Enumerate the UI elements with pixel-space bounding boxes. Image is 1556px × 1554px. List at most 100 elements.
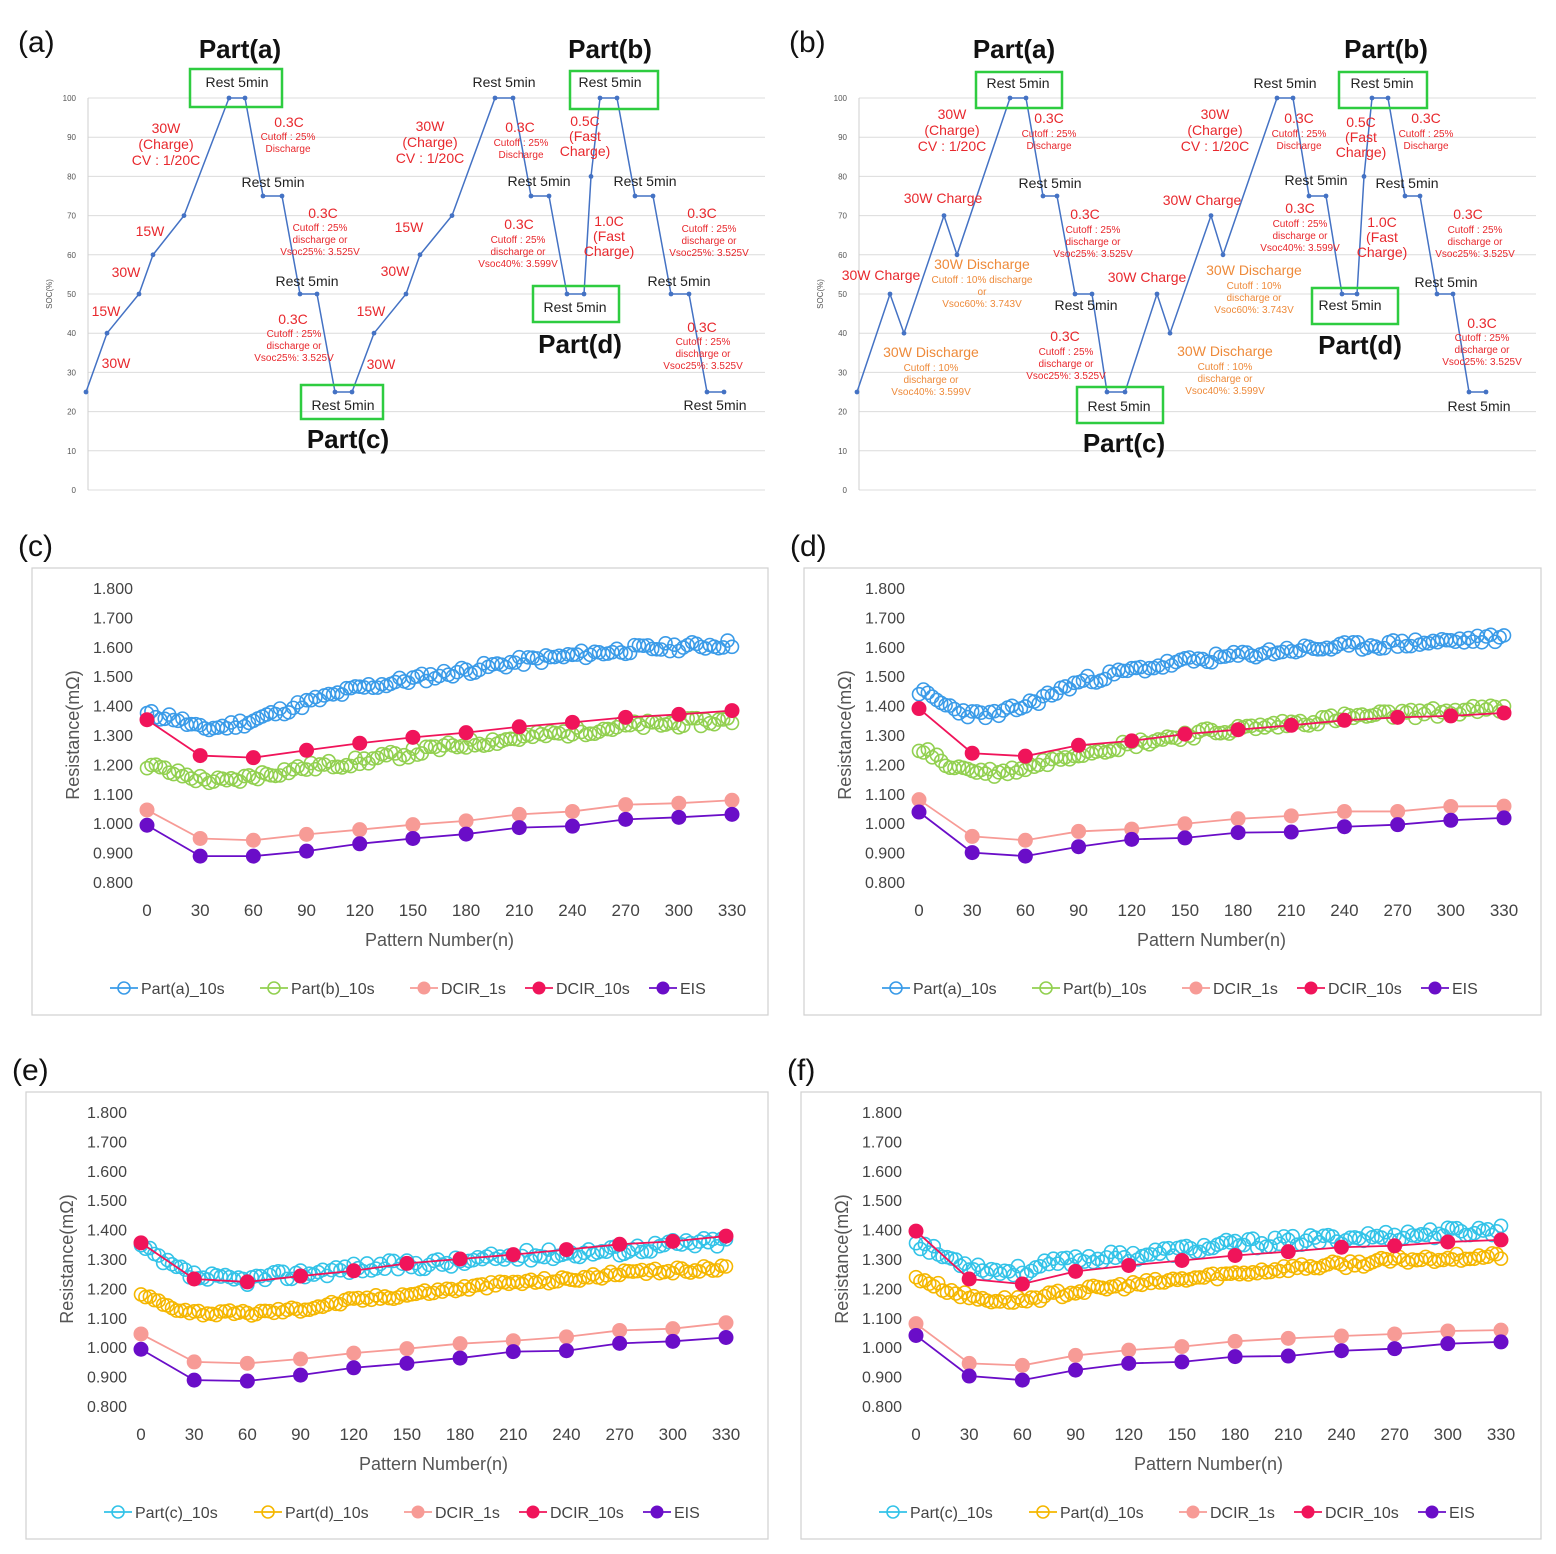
series-point xyxy=(964,828,980,844)
fast-charge-note: 0.5C xyxy=(1346,114,1376,130)
series-point xyxy=(1068,1347,1084,1363)
dense-point xyxy=(427,739,443,755)
dense-point xyxy=(191,1303,206,1319)
y-tick-label: 1.400 xyxy=(865,699,905,716)
chart-frame xyxy=(800,1091,1542,1540)
rest-label: Rest 5min xyxy=(275,273,338,289)
soc-point xyxy=(492,95,498,101)
rest-label: Rest 5min xyxy=(647,273,710,289)
series-point xyxy=(139,802,155,818)
series-line xyxy=(915,1322,1502,1367)
series-point xyxy=(1230,825,1246,841)
series-point xyxy=(612,1236,628,1252)
x-tick-label: 150 xyxy=(393,1425,421,1444)
series-point xyxy=(671,706,687,722)
dense-point xyxy=(964,704,980,719)
series-point xyxy=(1390,817,1406,833)
series-point xyxy=(964,845,980,861)
dense-point xyxy=(1422,1222,1438,1237)
rest-label: Rest 5min xyxy=(1253,75,1316,91)
series-point xyxy=(399,1255,415,1271)
series-point xyxy=(139,712,155,728)
dense-point xyxy=(368,1288,384,1303)
soc-point xyxy=(181,213,187,219)
soc-point xyxy=(1385,95,1391,101)
series-point xyxy=(1014,1372,1030,1388)
rate-label: 0.3C xyxy=(1034,110,1064,126)
discharge-label: 30W Discharge xyxy=(1206,262,1302,278)
discharge-label: 30W Discharge xyxy=(1177,343,1273,359)
cutoff-note: Vsoc25%: 3.525V xyxy=(1435,249,1515,260)
charge-note: 30W xyxy=(1201,106,1231,122)
series-point xyxy=(452,1336,468,1352)
series-point xyxy=(964,745,980,761)
dense-point xyxy=(370,680,385,695)
series-point xyxy=(299,843,315,859)
series-point xyxy=(1121,1355,1137,1371)
dense-point xyxy=(1187,1270,1203,1285)
soc-point xyxy=(686,291,692,297)
dense-point xyxy=(644,641,660,657)
dense-point xyxy=(1447,634,1463,650)
x-tick-label: 330 xyxy=(718,901,746,920)
series-point xyxy=(346,1263,362,1279)
rate-label: 0.3C xyxy=(505,119,535,135)
soc-point xyxy=(1023,95,1029,101)
legend-label: DCIR_10s xyxy=(550,1505,624,1522)
series-point xyxy=(1443,812,1459,828)
dense-point xyxy=(277,762,292,777)
series-point xyxy=(1440,1323,1456,1339)
series-line xyxy=(146,709,733,759)
x-tick-label: 300 xyxy=(665,901,693,920)
dense-point xyxy=(381,1290,397,1306)
y-tick-label: 80 xyxy=(67,172,76,181)
series-point xyxy=(1336,712,1352,728)
cutoff-note: Cutoff : 10% xyxy=(1227,281,1282,292)
dense-point xyxy=(294,700,310,716)
dense-point xyxy=(169,1259,184,1275)
series-point xyxy=(1493,1232,1509,1248)
x-axis-title: Pattern Number(n) xyxy=(365,930,514,950)
cutoff-note: Cutoff : 25% xyxy=(261,132,316,143)
panel-e-resistance-chart: (e) 0.800 0.900 1.000 1.100 1.200 1.300 1.400 1.… xyxy=(12,1054,769,1540)
dense-point xyxy=(1489,1246,1504,1262)
series-point xyxy=(192,830,208,846)
dense-point xyxy=(209,1307,224,1323)
rate-label: 0.3C xyxy=(504,216,534,232)
series-point xyxy=(352,822,368,838)
y-tick-label: 1.800 xyxy=(862,1105,902,1122)
series-point xyxy=(293,1367,309,1383)
cutoff-note: Vsoc40%: 3.599V xyxy=(478,259,558,270)
rest-label: Rest 5min xyxy=(683,397,746,413)
x-tick-label: 90 xyxy=(1066,1425,1085,1444)
series-point xyxy=(961,1271,977,1287)
series-point xyxy=(1496,798,1512,814)
y-tick-label: 1.400 xyxy=(862,1223,902,1240)
y-tick-label: 1.300 xyxy=(93,728,133,745)
y-tick-label: 1.400 xyxy=(93,699,133,716)
cutoff-note: or xyxy=(978,287,988,298)
fast-charge-note: 1.0C xyxy=(1367,214,1397,230)
series-point xyxy=(1333,1343,1349,1359)
series-point xyxy=(245,832,261,848)
dense-point xyxy=(997,1263,1012,1279)
rest-label: Rest 5min xyxy=(578,74,641,90)
dense-point xyxy=(711,712,727,727)
legend-label: DCIR_1s xyxy=(441,981,506,998)
dense-point xyxy=(281,705,297,720)
dense-point xyxy=(709,1263,725,1278)
dense-point xyxy=(942,698,958,713)
rate-label: 0.3C xyxy=(308,205,338,221)
series-point xyxy=(458,826,474,842)
dense-point xyxy=(390,1290,406,1305)
cutoff-note: discharge or xyxy=(681,236,737,247)
cutoff-note: Discharge xyxy=(1403,141,1448,152)
dense-point xyxy=(718,1259,734,1274)
series-point xyxy=(1071,737,1087,753)
rest-label: Rest 5min xyxy=(472,74,535,90)
power-label: 30W xyxy=(381,263,411,279)
y-tick-label: 1.300 xyxy=(87,1252,127,1269)
dense-point xyxy=(483,1246,499,1262)
y-tick-label: 1.000 xyxy=(862,1340,902,1357)
y-tick-label: 60 xyxy=(838,251,847,260)
